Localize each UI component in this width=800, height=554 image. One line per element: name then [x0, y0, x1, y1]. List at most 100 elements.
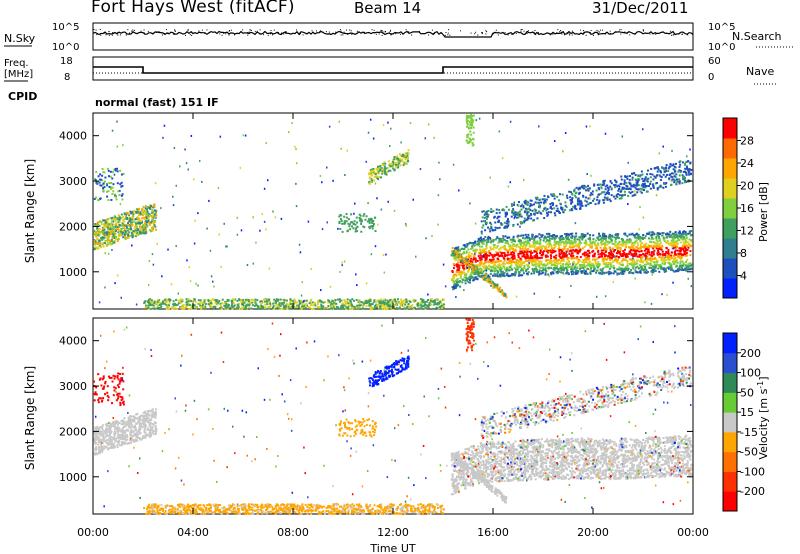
power-echo [678, 252, 681, 255]
power-echo [113, 236, 116, 239]
power-echo [646, 232, 649, 235]
power-echo [120, 232, 123, 235]
power-echo [485, 241, 488, 244]
power-echo [640, 170, 643, 173]
power-echo [137, 233, 140, 236]
power-echo [487, 235, 490, 238]
power-echo [658, 265, 661, 268]
power-echo [617, 189, 620, 192]
power-echo [527, 271, 530, 274]
nsearch-point [687, 34, 689, 36]
power-echo [441, 304, 444, 307]
power-echo [461, 264, 464, 267]
power-echo [678, 266, 681, 269]
power-echo [493, 272, 496, 275]
power-echo [644, 176, 647, 179]
power-echo [639, 243, 642, 246]
power-echo [104, 240, 107, 243]
power-echo [654, 245, 657, 248]
power-echo [502, 265, 505, 268]
power-echo [601, 249, 604, 252]
power-echo [491, 254, 494, 257]
power-echo [536, 252, 539, 255]
power-echo [604, 188, 607, 191]
power-echo [565, 240, 568, 243]
power-echo [109, 240, 112, 243]
power-echo [130, 228, 133, 231]
power-echo [616, 273, 619, 276]
power-echo [496, 235, 499, 238]
power-echo [137, 218, 140, 221]
power-echo [665, 181, 668, 184]
power-echo [547, 246, 550, 249]
power-echo [509, 247, 512, 250]
power-echo [132, 234, 135, 237]
power-echo [503, 251, 506, 254]
power-echo [652, 253, 655, 256]
power-echo [492, 266, 495, 269]
power-echo [520, 262, 523, 265]
power-echo [130, 218, 133, 221]
power-echo [107, 234, 110, 237]
power-echo [653, 175, 656, 178]
power-echo [688, 238, 691, 241]
power-echo [662, 232, 665, 235]
power-echo [394, 156, 397, 159]
power-echo [673, 235, 676, 238]
power-echo [563, 232, 566, 235]
power-echo [648, 240, 651, 243]
power-echo [500, 222, 503, 225]
power-echo [460, 253, 463, 256]
power-echo [673, 175, 676, 178]
power-echo [242, 305, 245, 308]
power-echo [598, 256, 601, 259]
power-echo [687, 262, 690, 265]
power-echo [631, 172, 634, 175]
nsearch-point [411, 34, 413, 36]
power-echo [618, 252, 621, 255]
power-echo [140, 221, 143, 224]
power-echo [608, 267, 611, 270]
power-echo [542, 268, 545, 271]
power-echo [558, 249, 561, 252]
power-echo [533, 250, 536, 253]
power-echo [539, 246, 542, 249]
nsearch-point [520, 30, 522, 32]
power-echo [99, 231, 102, 234]
power-echo [371, 179, 374, 182]
power-echo [333, 300, 336, 303]
power-echo [485, 274, 488, 277]
power-echo [420, 305, 423, 308]
power-echo [152, 216, 155, 219]
power-echo [370, 220, 373, 223]
power-echo [463, 251, 466, 254]
power-echo [120, 230, 123, 233]
freq-panel: Freq. [MHz] 18 8 60 0 Nave [4, 56, 776, 85]
power-echo [107, 169, 110, 172]
power-echo [621, 187, 624, 190]
power-echo [104, 242, 107, 245]
power-echo [553, 255, 556, 258]
power-echo [615, 233, 618, 236]
power-echo [503, 266, 506, 269]
power-echo [519, 234, 522, 237]
power-echo [489, 237, 492, 240]
power-echo [396, 161, 399, 164]
power-echo [530, 272, 533, 275]
power-echo [525, 243, 528, 246]
nsearch-point [206, 29, 208, 31]
power-echo [452, 281, 455, 284]
power-echo [356, 304, 359, 307]
power-echo [634, 186, 637, 189]
power-echo [648, 231, 651, 234]
power-echo [684, 253, 687, 256]
power-echo [628, 246, 631, 249]
power-echo [485, 221, 488, 224]
power-echo [533, 259, 536, 262]
power-echo [658, 235, 661, 238]
power-echo [555, 235, 558, 238]
power-echo [630, 184, 633, 187]
power-echo [667, 167, 670, 170]
power-echo [623, 240, 626, 243]
power-echo [611, 242, 614, 245]
